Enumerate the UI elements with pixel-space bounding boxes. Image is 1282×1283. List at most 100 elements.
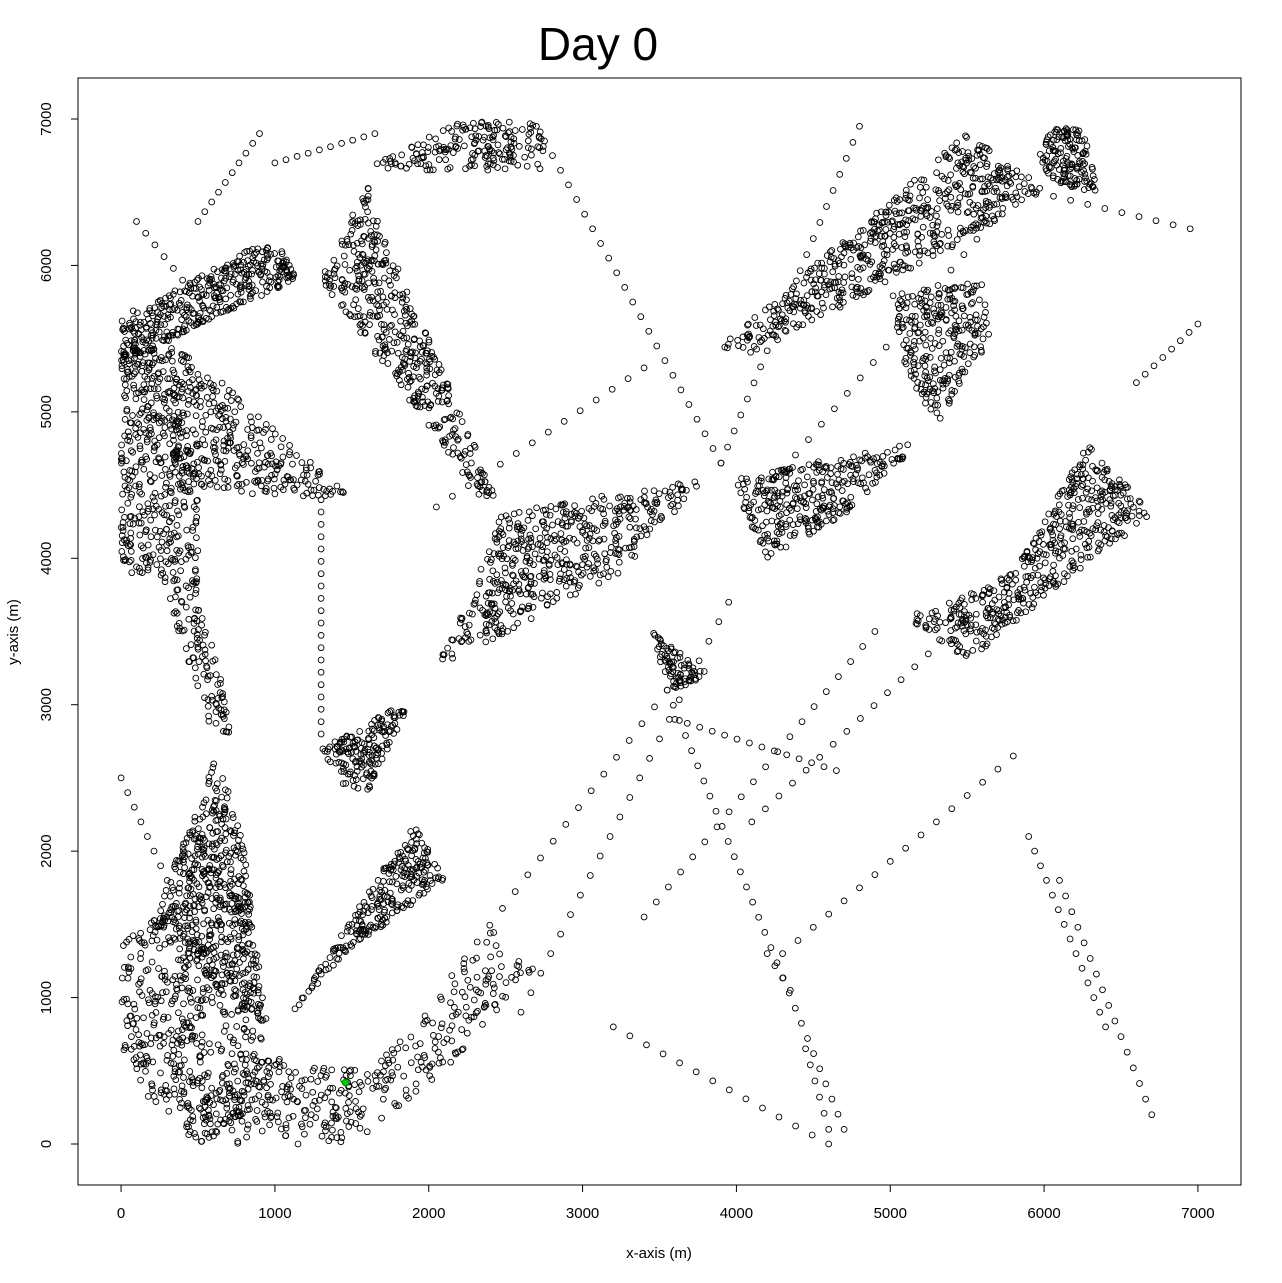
data-point <box>338 284 345 292</box>
data-point <box>211 477 219 484</box>
data-point <box>146 471 154 478</box>
data-point <box>168 555 175 562</box>
data-point <box>782 479 790 487</box>
data-point <box>478 119 485 127</box>
data-point <box>680 495 688 503</box>
data-point <box>955 317 963 325</box>
data-point <box>151 489 159 497</box>
data-point <box>485 489 493 497</box>
data-point <box>139 544 147 552</box>
data-point <box>466 609 473 617</box>
data-point <box>381 238 389 246</box>
data-point <box>143 406 151 414</box>
data-point <box>152 526 159 534</box>
data-point <box>421 329 429 337</box>
data-point <box>368 293 375 301</box>
data-point <box>454 145 462 152</box>
data-point <box>911 355 918 362</box>
data-point <box>415 390 423 398</box>
data-point <box>228 1011 235 1018</box>
data-point <box>790 320 797 328</box>
data-point <box>123 375 130 383</box>
data-point <box>147 1040 155 1048</box>
data-point <box>339 488 346 496</box>
data-point <box>401 311 409 319</box>
data-point <box>338 237 346 245</box>
data-point <box>658 514 666 522</box>
data-point <box>153 392 160 400</box>
data-point <box>162 988 170 996</box>
data-point <box>179 627 186 635</box>
data-point <box>411 398 418 406</box>
data-point <box>222 1022 230 1030</box>
data-point <box>137 409 145 417</box>
data-point <box>632 515 639 523</box>
data-point <box>521 153 529 161</box>
data-point <box>854 233 862 241</box>
data-point <box>586 573 594 580</box>
data-point <box>214 681 222 688</box>
data-point <box>472 132 480 140</box>
data-point <box>361 199 368 207</box>
data-point <box>411 354 419 362</box>
data-point <box>489 577 497 585</box>
data-point <box>184 542 192 550</box>
data-point <box>205 400 213 408</box>
data-point <box>192 1133 200 1141</box>
data-point <box>444 384 452 391</box>
data-point <box>947 171 954 179</box>
data-point <box>186 658 193 666</box>
data-point <box>534 143 542 151</box>
data-point <box>195 825 202 833</box>
data-point <box>219 713 227 720</box>
x-tick-label: 1000 <box>258 1205 291 1222</box>
data-point <box>175 511 183 519</box>
data-point <box>330 283 338 290</box>
data-point <box>240 298 247 306</box>
data-point <box>214 405 222 412</box>
data-point <box>154 385 162 393</box>
data-point <box>553 589 561 596</box>
data-point <box>475 468 482 476</box>
data-point <box>465 471 473 479</box>
data-point <box>202 428 210 436</box>
data-point <box>378 333 386 341</box>
data-point <box>944 226 952 234</box>
data-point <box>217 281 224 288</box>
data-point <box>127 534 134 542</box>
data-point <box>125 433 133 440</box>
data-point <box>161 391 168 398</box>
data-point <box>217 460 225 468</box>
data-point <box>251 477 258 485</box>
data-point <box>993 631 1000 638</box>
data-point <box>192 554 199 562</box>
data-point <box>121 352 128 359</box>
data-point <box>398 298 406 306</box>
data-point <box>249 267 256 274</box>
data-point <box>356 321 364 329</box>
data-point <box>358 277 366 285</box>
data-point <box>809 486 817 493</box>
data-point <box>243 247 251 255</box>
data-point <box>582 544 589 552</box>
data-point <box>249 490 256 498</box>
data-point <box>147 385 154 392</box>
data-point <box>152 458 160 466</box>
data-point <box>502 598 509 606</box>
data-point <box>169 306 177 314</box>
data-point <box>163 1095 170 1103</box>
data-point <box>152 327 160 334</box>
data-point <box>196 297 203 305</box>
data-point <box>235 936 243 944</box>
data-point <box>448 128 455 135</box>
data-point <box>1075 518 1082 526</box>
data-point <box>481 154 489 161</box>
data-point <box>954 208 962 216</box>
data-point <box>119 527 127 535</box>
data-point <box>122 394 129 402</box>
data-point <box>939 384 947 392</box>
data-point <box>510 538 518 546</box>
data-point <box>364 294 372 301</box>
data-point <box>366 312 374 319</box>
data-point <box>119 490 126 498</box>
